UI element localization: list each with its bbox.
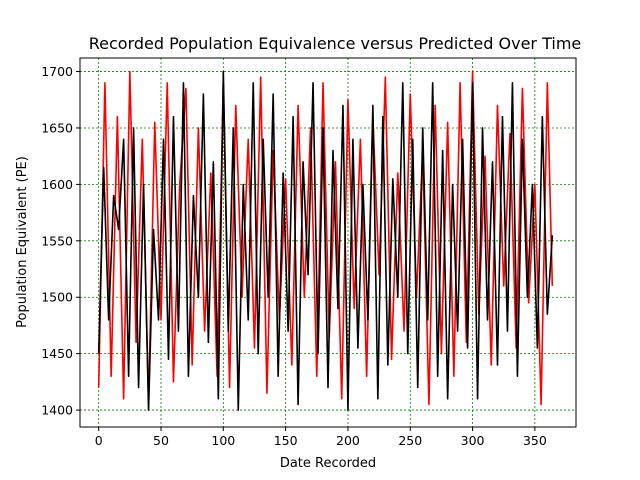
y-tick-label: 1400 xyxy=(41,403,73,418)
y-tick-label: 1600 xyxy=(41,177,73,192)
x-tick-label: 150 xyxy=(274,433,298,448)
x-tick-label: 0 xyxy=(95,433,103,448)
x-tick-label: 50 xyxy=(153,433,169,448)
series-line-0 xyxy=(97,70,554,406)
y-tick-label: 1550 xyxy=(41,233,73,248)
y-axis-label: Population Equivalent (PE) xyxy=(15,156,30,328)
y-tick-label: 1700 xyxy=(41,64,73,79)
y-tick-label: 1500 xyxy=(41,290,73,305)
x-tick-label: 100 xyxy=(211,433,235,448)
chart-title: Recorded Population Equivalence versus P… xyxy=(89,34,582,53)
x-tick-label: 350 xyxy=(523,433,547,448)
x-tick-label: 200 xyxy=(336,433,360,448)
series-line-1 xyxy=(97,70,554,411)
ticks-layer: 0 50 100 150 200 250 300 350 1400 1450 1500 1550 160… xyxy=(41,64,547,448)
x-axis-label: Date Recorded xyxy=(280,456,376,471)
x-tick-label: 300 xyxy=(461,433,485,448)
series-layer xyxy=(97,70,554,411)
x-tick-label: 250 xyxy=(398,433,422,448)
plot-frame xyxy=(79,57,577,428)
y-tick-label: 1450 xyxy=(41,346,73,361)
y-tick-label: 1650 xyxy=(41,120,73,135)
